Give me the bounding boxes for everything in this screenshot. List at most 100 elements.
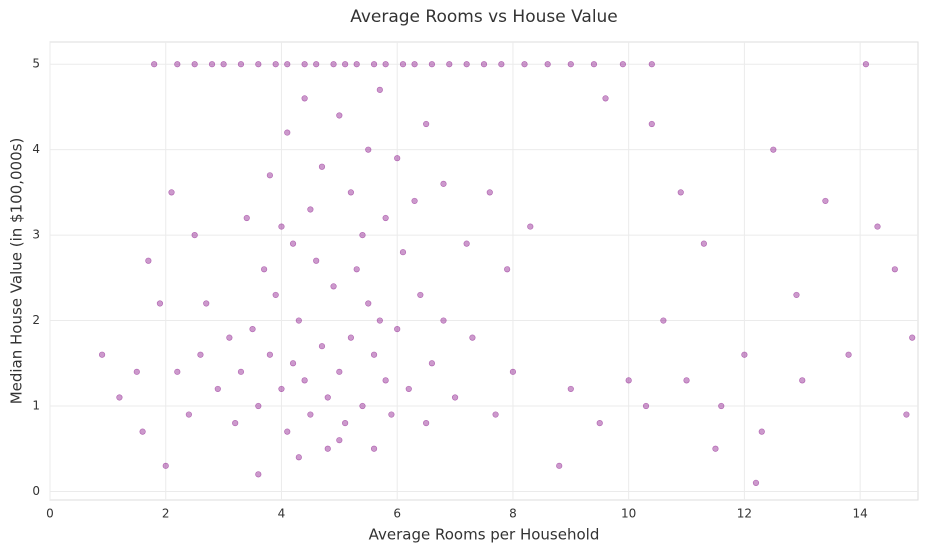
point: [891, 266, 898, 273]
point: [370, 351, 378, 358]
point: [330, 61, 337, 68]
point: [359, 232, 366, 239]
point: [220, 61, 227, 68]
point: [295, 317, 302, 324]
point: [492, 411, 499, 418]
point: [874, 223, 881, 230]
x-axis-label: Average Rooms per Household: [369, 526, 600, 544]
point: [342, 419, 349, 427]
point: [185, 411, 192, 418]
x-tick-label: 2: [162, 507, 170, 521]
point: [845, 351, 852, 358]
point: [313, 257, 320, 264]
point: [359, 402, 366, 410]
point: [249, 326, 256, 333]
point: [336, 112, 343, 119]
point: [243, 214, 250, 222]
point: [289, 360, 297, 367]
point: [596, 419, 603, 427]
point: [423, 419, 430, 427]
point: [365, 146, 372, 153]
point: [168, 189, 175, 196]
point: [509, 368, 517, 375]
point: [394, 326, 401, 333]
point: [318, 343, 326, 350]
point: [133, 368, 140, 375]
point: [151, 61, 158, 68]
point: [237, 368, 245, 375]
point: [521, 61, 528, 68]
point: [527, 223, 534, 230]
point: [214, 385, 221, 393]
y-tick-label: 3: [32, 228, 40, 242]
point: [174, 368, 181, 375]
point: [191, 61, 198, 68]
point: [174, 61, 181, 68]
point: [370, 445, 378, 452]
point: [625, 377, 632, 384]
point: [463, 61, 470, 68]
point: [544, 61, 551, 68]
point: [498, 61, 505, 68]
y-tick-label: 4: [32, 142, 40, 156]
point: [451, 394, 459, 401]
point: [567, 61, 574, 68]
point: [226, 334, 233, 341]
point: [642, 402, 650, 410]
point: [382, 61, 389, 68]
point: [301, 61, 308, 68]
point: [156, 300, 164, 307]
point: [405, 385, 412, 393]
point: [284, 428, 291, 435]
point: [255, 471, 262, 478]
point: [261, 266, 268, 273]
y-tick-label: 1: [32, 399, 40, 413]
point: [278, 223, 285, 230]
point: [602, 95, 609, 102]
point: [353, 266, 360, 273]
point: [758, 428, 765, 435]
x-tick-label: 4: [278, 507, 286, 521]
point: [365, 300, 372, 307]
point: [203, 300, 210, 307]
point: [556, 462, 563, 469]
point: [399, 61, 407, 68]
x-tick-label: 6: [393, 507, 401, 521]
point: [301, 377, 308, 384]
point: [793, 291, 800, 299]
point: [440, 180, 447, 187]
point: [255, 61, 262, 68]
point: [480, 61, 488, 68]
point: [700, 240, 707, 247]
point: [307, 206, 314, 213]
x-tick-label: 10: [621, 507, 636, 521]
point: [660, 317, 667, 324]
point: [347, 189, 355, 196]
point: [648, 120, 655, 128]
point: [469, 334, 476, 341]
x-tick-label: 8: [509, 507, 517, 521]
point: [266, 351, 273, 358]
point: [752, 479, 760, 487]
point: [741, 351, 748, 358]
point: [162, 462, 169, 469]
y-tick-label: 2: [32, 313, 40, 327]
point: [139, 428, 146, 435]
point: [567, 385, 574, 393]
point: [336, 368, 343, 375]
point: [799, 377, 806, 384]
point: [313, 61, 320, 68]
point: [376, 86, 383, 93]
point: [336, 437, 343, 444]
point: [284, 129, 291, 136]
point: [446, 61, 453, 68]
point: [289, 240, 297, 247]
point: [411, 197, 418, 205]
point: [718, 402, 725, 410]
point: [463, 240, 470, 247]
x-tick-label: 14: [852, 507, 867, 521]
point: [440, 317, 447, 324]
point: [677, 189, 684, 196]
point: [208, 61, 216, 68]
